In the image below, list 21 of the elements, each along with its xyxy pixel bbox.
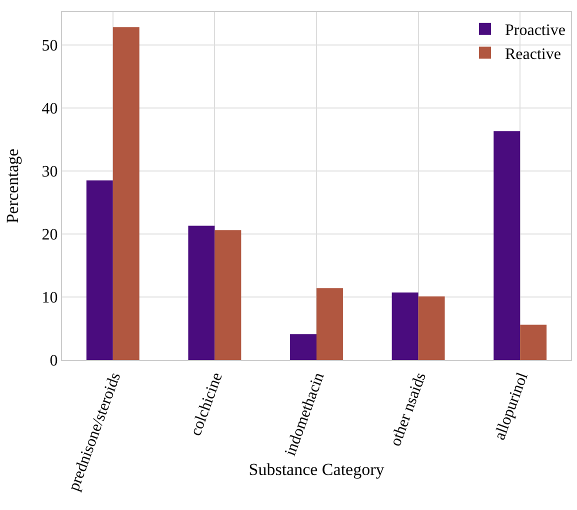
x-axis-title: Substance Category [248,460,385,480]
y-tick-label: 40 [42,100,58,118]
bar [112,27,140,360]
y-tick-label: 0 [50,352,58,370]
bar [520,324,547,360]
bar [494,131,520,360]
bar [316,288,343,360]
bar [86,180,113,360]
y-tick-label: 10 [42,290,58,307]
x-tick-label: other nsaids [387,370,430,449]
y-axis-title: Percentage [3,148,22,224]
bar [290,334,316,360]
legend-label: Reactive [505,46,561,63]
y-tick-label: 20 [42,226,58,244]
bar [214,230,242,360]
bar [392,292,418,360]
y-tick-label: 30 [42,163,58,180]
bar [188,226,215,360]
bar [418,296,445,360]
legend-label: Proactive [505,22,566,40]
y-tick-label: 50 [42,37,58,54]
